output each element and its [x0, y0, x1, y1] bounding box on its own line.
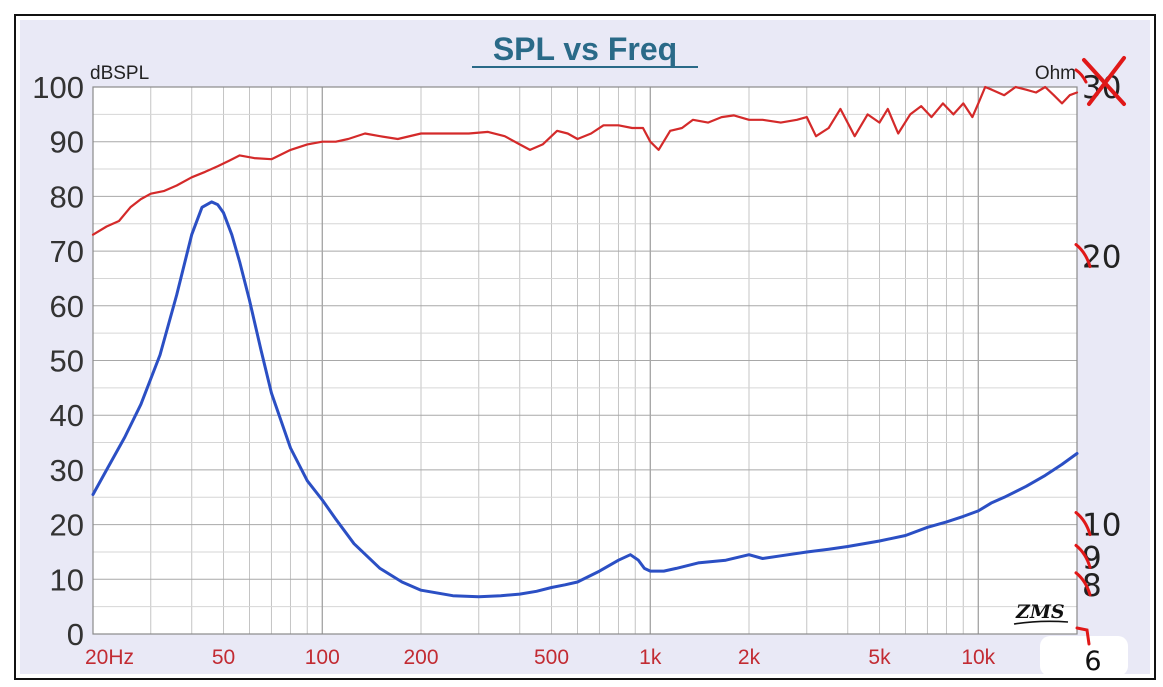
- y-tick-label: 40: [50, 398, 84, 433]
- x-tick-label: 100: [305, 646, 340, 669]
- annotation-mark: [1074, 243, 1092, 269]
- y-tick-label: 60: [50, 289, 84, 324]
- x-tick-label: 5k: [868, 646, 891, 669]
- x-tick-label: 50: [212, 646, 235, 669]
- y-tick-label: 70: [50, 234, 84, 269]
- x-tick-label: 1k: [639, 646, 662, 669]
- x-tick-label: 20Hz: [85, 646, 134, 669]
- y-axis-label: dBSPL: [90, 63, 149, 84]
- annotation-label: 6: [1084, 646, 1101, 677]
- y2-axis-label: Ohm: [1035, 63, 1076, 84]
- annotation-mark: [1074, 543, 1092, 569]
- y-tick-label: 0: [67, 617, 84, 652]
- annotation-mark: [1074, 68, 1088, 84]
- zms-annotation: ZMS: [1015, 601, 1065, 623]
- zms-underline: [1013, 620, 1069, 625]
- y-tick-label: 80: [50, 179, 84, 214]
- x-tick-label: 500: [534, 646, 569, 669]
- annotation-mark: [1075, 626, 1091, 646]
- series-layer: [91, 85, 1079, 599]
- chart-title: SPL vs Freq: [493, 31, 677, 67]
- y-tick-label: 20: [50, 508, 84, 543]
- y-tick-label: 10: [50, 562, 84, 597]
- y-tick-label: 30: [50, 453, 84, 488]
- annotation-label: 10: [1082, 508, 1121, 544]
- annotation-label: 20: [1082, 240, 1121, 276]
- annotation-mark: [1074, 571, 1092, 597]
- annotation-label: 9: [1082, 540, 1102, 576]
- series-line-impedance: [91, 200, 1079, 599]
- annotation-label: 8: [1082, 568, 1102, 604]
- annotation-badge: [1040, 636, 1128, 676]
- plot-border: [92, 86, 1078, 635]
- y-tick-label: 90: [50, 125, 84, 160]
- annotation-mark: [1074, 511, 1092, 537]
- x-tick-labels: 20Hz 50 100 200 500 1k 2k 5k 10k: [85, 646, 996, 669]
- major-gridlines: [93, 87, 1077, 634]
- y-tick-labels: 0 10 20 30 40 50 60 70 80 90 100: [32, 70, 84, 652]
- x-tick-label: 10k: [961, 646, 995, 669]
- x-tick-label: 2k: [738, 646, 761, 669]
- x-tick-label: 200: [403, 646, 438, 669]
- y-tick-label: 100: [32, 70, 84, 105]
- y-tick-label: 50: [50, 344, 84, 379]
- strike-mark: [1082, 56, 1126, 106]
- series-line-spl: [91, 85, 1079, 236]
